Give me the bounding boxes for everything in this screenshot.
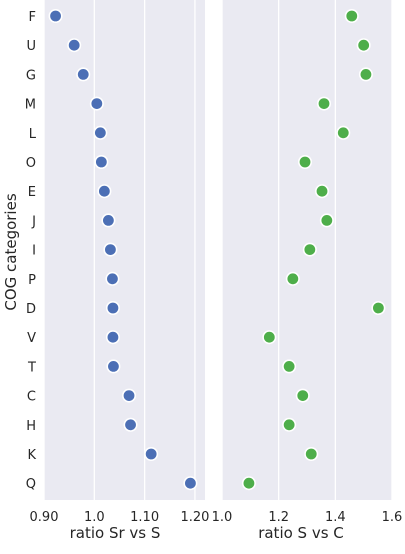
data-point-right	[336, 125, 351, 140]
data-point-right	[344, 9, 359, 23]
y-tick-label: K	[27, 448, 36, 463]
data-point-left	[48, 9, 63, 23]
data-point-left	[89, 96, 104, 111]
data-point-left	[67, 38, 82, 53]
y-tick-label: T	[27, 360, 36, 375]
y-tick-label: O	[26, 156, 36, 171]
data-point-left	[105, 300, 120, 315]
data-point-left	[105, 271, 120, 286]
x-tick-label-right: 1.4	[325, 510, 346, 525]
data-point-right	[282, 359, 297, 374]
data-point-right	[356, 38, 371, 53]
data-point-right	[316, 96, 331, 111]
data-point-right	[371, 300, 386, 315]
y-tick-label: L	[29, 127, 37, 142]
x-tick-label-right: 1.6	[382, 510, 403, 525]
y-tick-label: G	[26, 68, 36, 83]
data-point-right	[262, 330, 277, 345]
data-point-left	[93, 125, 108, 140]
x-tick-label-left: 1.10	[130, 510, 159, 525]
data-point-left	[103, 242, 118, 257]
data-point-right	[358, 67, 373, 82]
x-axis-label-right: ratio S vs C	[258, 524, 344, 542]
data-point-left	[76, 67, 91, 82]
data-point-right	[241, 476, 256, 491]
y-tick-label: M	[25, 98, 36, 113]
data-point-right	[295, 388, 310, 403]
x-tick-label-left: 1.20	[180, 510, 209, 525]
data-point-left	[94, 155, 109, 170]
data-point-left	[105, 330, 120, 345]
data-point-left	[144, 446, 159, 461]
data-point-right	[304, 446, 319, 461]
data-point-left	[123, 417, 138, 432]
y-tick-label: V	[27, 331, 36, 346]
data-point-right	[298, 155, 313, 170]
x-tick-label-left: 0.90	[30, 510, 59, 525]
y-tick-label: U	[26, 39, 36, 54]
x-tick-label-right: 1.2	[268, 510, 289, 525]
y-tick-label: F	[29, 10, 36, 25]
panel-background-left	[44, 0, 205, 500]
data-point-left	[183, 476, 198, 491]
y-tick-label: Q	[26, 477, 36, 492]
y-tick-label: I	[32, 244, 36, 259]
y-tick-label: H	[26, 419, 36, 434]
data-point-right	[319, 213, 334, 228]
data-point-right	[282, 417, 297, 432]
y-tick-label: D	[26, 302, 36, 317]
y-tick-label: P	[28, 273, 36, 288]
data-point-right	[315, 184, 330, 199]
y-axis-label: COG categories	[2, 193, 20, 310]
x-tick-label-left: 1.0	[84, 510, 105, 525]
x-axis-label-left: ratio Sr vs S	[70, 524, 161, 542]
data-point-right	[285, 271, 300, 286]
data-point-left	[101, 213, 116, 228]
data-point-left	[97, 184, 112, 199]
y-tick-label: C	[27, 390, 36, 405]
data-point-right	[302, 242, 317, 257]
y-tick-label: J	[31, 214, 36, 229]
x-tick-label-right: 1.0	[212, 510, 233, 525]
data-point-left	[122, 388, 137, 403]
data-point-left	[106, 359, 121, 374]
y-tick-label: E	[28, 185, 36, 200]
